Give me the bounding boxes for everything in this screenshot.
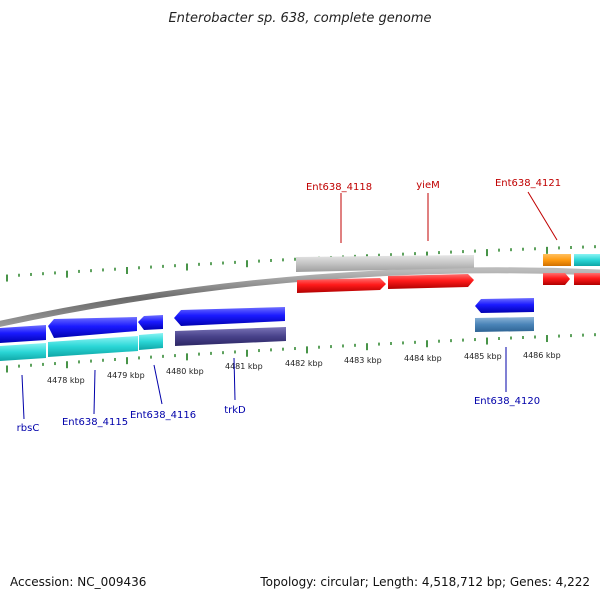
- gene-feature-yiem[interactable]: [388, 274, 474, 289]
- genome-backbone: [0, 267, 600, 327]
- map-title: Enterobacter sp. 638, complete genome: [168, 11, 431, 26]
- scale-label: 4483 kbp: [344, 356, 382, 365]
- gene-label-rbsc[interactable]: rbsC: [17, 423, 40, 434]
- label-leader-line: [21, 374, 25, 420]
- accession-text: Accession: NC_009436: [10, 575, 146, 589]
- gene-feature-cyan-3[interactable]: [139, 333, 163, 350]
- scale-label: 4482 kbp: [285, 359, 323, 368]
- gene-feature-navy[interactable]: [175, 327, 286, 346]
- gene-feature-orange[interactable]: [543, 254, 571, 266]
- scale-label: 4480 kbp: [166, 367, 204, 376]
- scale-label: 4481 kbp: [225, 362, 263, 371]
- gene-feature-red-right[interactable]: [574, 273, 600, 285]
- scale-label: 4479 kbp: [107, 371, 145, 380]
- gene-feature-cyan-2[interactable]: [48, 336, 138, 357]
- gene-feature-ent638-4115[interactable]: [48, 317, 137, 338]
- scale-label: 4484 kbp: [404, 354, 442, 363]
- gene-label-ent638-4120[interactable]: Ent638_4120: [474, 396, 540, 407]
- forward-gene-labels: Ent638_4118 yieM Ent638_4121: [306, 178, 561, 243]
- scale-label: 4485 kbp: [464, 352, 502, 361]
- gene-feature-ent638-4120[interactable]: [475, 298, 534, 313]
- gene-label-ent638-4118[interactable]: Ent638_4118: [306, 182, 372, 193]
- gene-feature-cyan-right[interactable]: [574, 254, 600, 266]
- reverse-gene-labels: rbsC Ent638_4115 Ent638_4116 trkD Ent638…: [17, 347, 540, 434]
- label-leader-line: [233, 357, 236, 401]
- inner-scale-ticks: [6, 333, 596, 373]
- gene-feature-ent638-4118[interactable]: [297, 278, 386, 293]
- forward-strand-features: [296, 254, 600, 293]
- label-leader-line: [527, 191, 558, 241]
- gene-label-ent638-4116[interactable]: Ent638_4116: [130, 410, 196, 421]
- scale-label: 4486 kbp: [523, 351, 561, 360]
- gene-label-yiem[interactable]: yieM: [416, 180, 439, 191]
- gene-feature-ent638-4116[interactable]: [138, 315, 163, 330]
- scale-label: 4478 kbp: [47, 376, 85, 385]
- label-leader-line: [153, 364, 163, 405]
- scale-labels: 4478 kbp 4479 kbp 4480 kbp 4481 kbp 4482…: [47, 351, 561, 385]
- gene-label-trkd[interactable]: trkD: [224, 405, 246, 416]
- gene-feature-gray[interactable]: [296, 255, 474, 272]
- gene-feature-ent638-4121[interactable]: [543, 273, 570, 285]
- reverse-strand-features: [0, 298, 534, 361]
- gene-feature-trkd[interactable]: [174, 307, 285, 326]
- gene-label-ent638-4115[interactable]: Ent638_4115: [62, 417, 128, 428]
- genome-summary-text: Topology: circular; Length: 4,518,712 bp…: [259, 575, 590, 589]
- label-leader-line: [93, 369, 96, 415]
- gene-feature-rbsc[interactable]: [0, 325, 46, 343]
- gene-feature-steel[interactable]: [475, 317, 534, 332]
- gene-feature-cyan-1[interactable]: [0, 343, 46, 361]
- gene-label-ent638-4121[interactable]: Ent638_4121: [495, 178, 561, 189]
